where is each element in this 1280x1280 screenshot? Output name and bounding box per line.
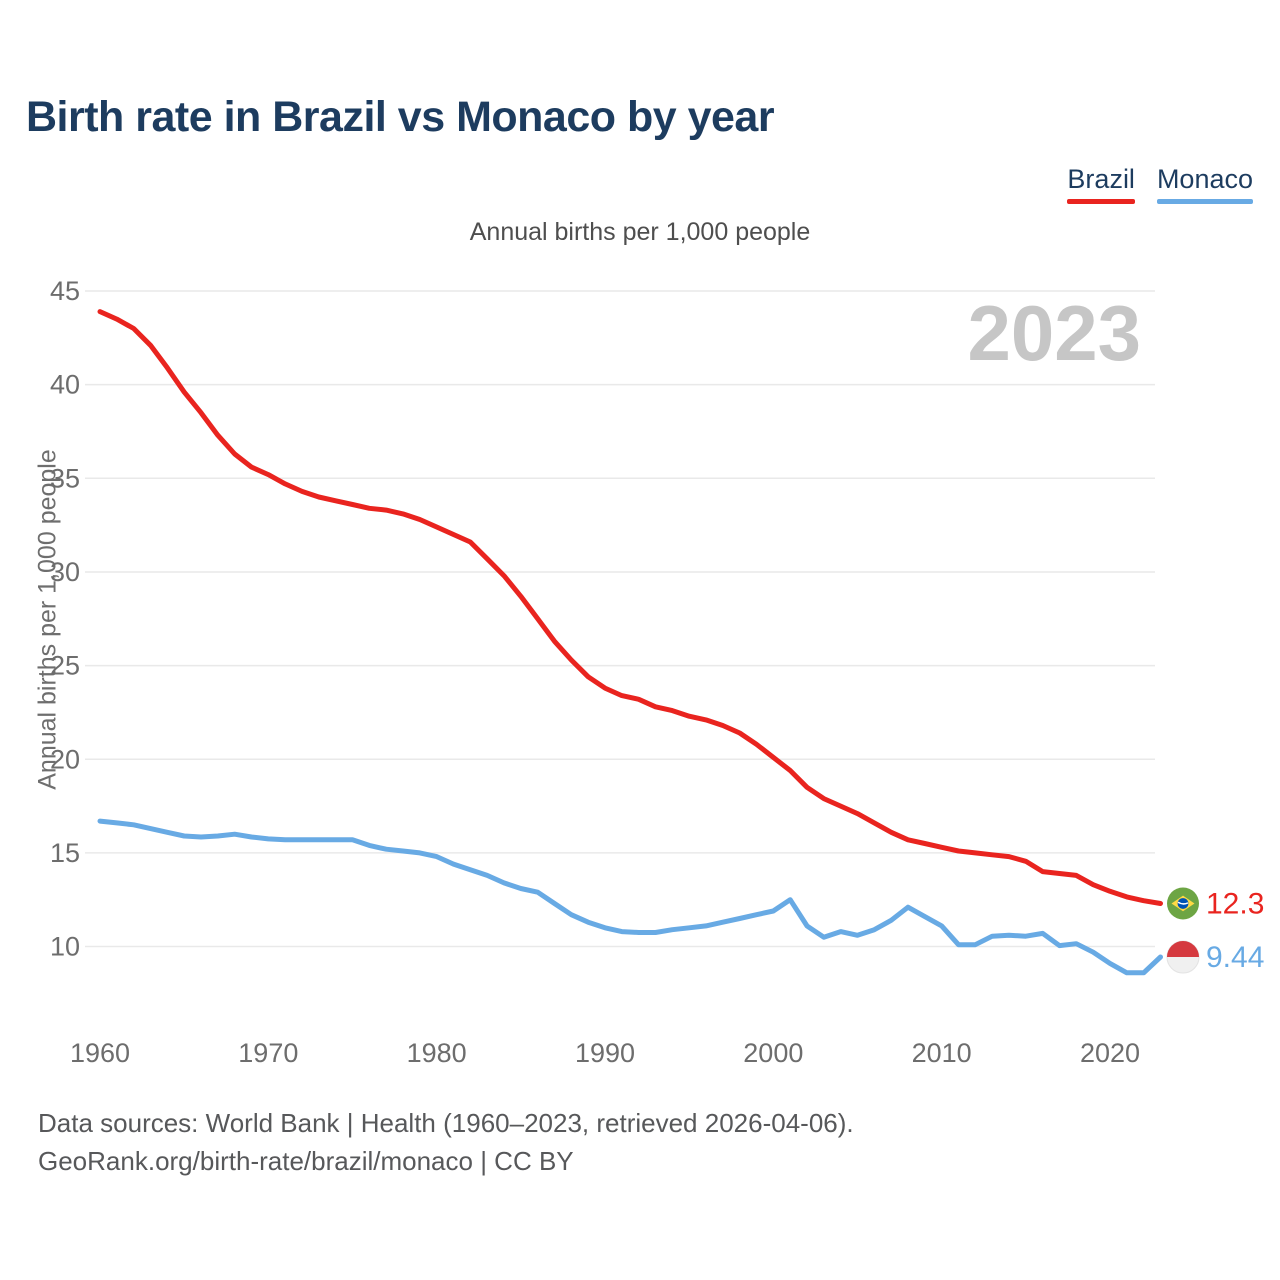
x-tick-label: 2010 [912, 1038, 972, 1068]
page-title: Birth rate in Brazil vs Monaco by year [26, 93, 775, 141]
y-tick-label: 25 [50, 651, 80, 681]
chart-subtitle: Annual births per 1,000 people [469, 218, 811, 246]
x-tick-label: 1960 [70, 1038, 130, 1068]
x-tick-label: 1990 [575, 1038, 635, 1068]
legend-item-underline [1067, 198, 1135, 204]
legend-item-label: Monaco [1156, 164, 1253, 194]
legend-item-label: Brazil [1067, 164, 1135, 194]
brazil-flag-icon [1167, 887, 1199, 920]
footer-sources-line: Data sources: World Bank | Health (1960–… [38, 1108, 854, 1138]
brazil-end-value-label: 12.3 [1206, 887, 1264, 920]
x-tick-label: 2020 [1080, 1038, 1140, 1068]
x-tick-label: 2000 [743, 1038, 803, 1068]
legend-item-monaco[interactable]: Monaco [1156, 164, 1253, 204]
y-tick-label: 15 [50, 838, 80, 868]
legend-item-brazil[interactable]: Brazil [1067, 164, 1135, 204]
y-tick-label: 20 [50, 744, 80, 774]
monaco-line[interactable] [97, 818, 1163, 976]
y-tick-label: 35 [50, 463, 80, 493]
legend-item-underline [1156, 198, 1253, 204]
monaco-flag-icon [1166, 940, 1200, 974]
legend: Brazil Monaco [1067, 164, 1253, 204]
y-tick-label: 40 [50, 370, 80, 400]
footer: Data sources: World Bank | Health (1960–… [38, 1104, 854, 1180]
brazil-flag-band [1177, 901, 1189, 905]
x-tick-label: 1980 [407, 1038, 467, 1068]
brazil-line[interactable] [97, 309, 1163, 906]
y-tick-label: 30 [50, 557, 80, 587]
y-tick-label: 45 [50, 276, 80, 306]
footer-attribution-line: GeoRank.org/birth-rate/brazil/monaco | C… [38, 1146, 574, 1176]
y-tick-label: 10 [50, 932, 80, 962]
monaco-flag-top-half [1167, 941, 1199, 958]
monaco-end-value-label: 9.44 [1206, 941, 1264, 974]
year-watermark: 2023 [967, 289, 1141, 377]
x-tick-label: 1970 [238, 1038, 298, 1068]
